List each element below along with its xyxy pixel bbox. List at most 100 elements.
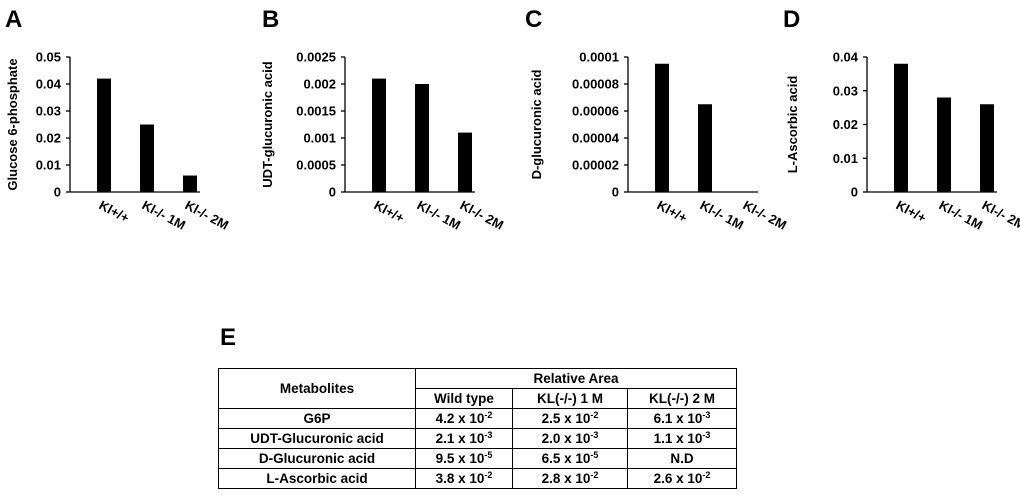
value-exponent: -2: [484, 409, 493, 420]
relative-area-value: 2.1 x 10-3: [415, 428, 513, 449]
x-category-label-b: Kl-/- 2M: [458, 197, 506, 232]
bar-d-2: [980, 104, 994, 192]
table-header-row: Metabolites Relative Area: [218, 368, 737, 409]
x-category-label-c: Kl-/- 2M: [741, 197, 789, 232]
y-tick-label-c: 0.00006: [572, 104, 619, 119]
relative-area-value: 2.8 x 10-2: [512, 468, 628, 489]
value-mantissa: 4.2 x 10: [435, 410, 485, 426]
y-tick-label-a: 0.03: [36, 104, 61, 119]
value-mantissa: 3.8 x 10: [435, 470, 485, 486]
value-exponent: -2: [590, 409, 599, 420]
y-tick-label-c: 0.00008: [572, 77, 619, 92]
metabolite-name: L-Ascorbic acid: [218, 468, 416, 489]
value-exponent: -2: [484, 469, 493, 480]
metabolites-header: Metabolites: [218, 368, 416, 409]
metabolite-name: D-Glucuronic acid: [218, 448, 416, 469]
panel-letter-d: D: [783, 6, 800, 33]
y-tick-label-d: 0.01: [833, 151, 858, 166]
table-body: G6P 4.2 x 10-2 2.5 x 10-2 6.1 x 10-3 UDT-Glu…: [218, 408, 737, 489]
relative-area-value: N.D: [627, 448, 737, 469]
y-tick-label-a: 0.02: [36, 131, 61, 146]
x-category-label-c: Kl+/+: [655, 197, 690, 225]
column-header-wild-type: Wild type: [415, 388, 513, 409]
relative-area-table: Metabolites Relative Area Wild type KL(-…: [218, 368, 737, 489]
value-mantissa: 2.5 x 10: [541, 410, 591, 426]
relative-area-value: 2.6 x 10-2: [627, 468, 737, 489]
y-tick-label-b: 0.002: [303, 77, 336, 92]
y-axis-label-d: L-Ascorbic acid: [785, 76, 800, 174]
y-tick-label-b: 0.0025: [296, 50, 336, 65]
relative-area-header: Relative Area: [415, 368, 737, 389]
bar-a-0: [97, 78, 111, 192]
value-exponent: -3: [484, 429, 493, 440]
y-tick-label-c: 0.00002: [572, 158, 619, 173]
metabolite-name: G6P: [218, 408, 416, 429]
y-tick-label-b: 0.001: [303, 131, 336, 146]
bar-a-1: [140, 124, 154, 192]
y-tick-label-b: 0.0015: [296, 104, 336, 119]
value-exponent: -2: [590, 469, 599, 480]
y-tick-label-a: 0.04: [36, 77, 62, 92]
y-tick-label-c: 0.00004: [572, 131, 620, 146]
x-category-label-a: Kl+/+: [97, 197, 132, 225]
y-tick-label-c: 0: [612, 185, 619, 200]
y-tick-label-b: 0.0005: [296, 158, 336, 173]
value-exponent: -5: [590, 449, 599, 460]
column-header-kl-2m: KL(-/-) 2 M: [627, 388, 737, 409]
y-tick-label-d: 0.03: [833, 83, 858, 98]
y-tick-label-d: 0: [851, 185, 858, 200]
value-exponent: -2: [702, 469, 711, 480]
table-row: L-Ascorbic acid 3.8 x 10-2 2.8 x 10-2 2.6 x…: [218, 468, 737, 489]
bar-c-1: [698, 104, 712, 192]
y-axis-label-c: D-glucuronic acid: [529, 70, 544, 180]
y-axis-label-a: Glucose 6-phosphate: [5, 58, 20, 190]
metabolite-name: UDT-Glucuronic acid: [218, 428, 416, 449]
value-mantissa: 2.0 x 10: [541, 430, 591, 446]
bar-c-0: [655, 63, 669, 192]
x-category-label-a: Kl-/- 2M: [183, 197, 231, 232]
panel-letter-e: E: [220, 324, 237, 351]
x-category-label-d: Kl-/- 2M: [980, 197, 1020, 232]
relative-area-value: 9.5 x 10-5: [415, 448, 513, 469]
relative-area-value: 6.1 x 10-3: [627, 408, 737, 429]
panel-letter-c: C: [525, 6, 542, 33]
relative-area-value: 4.2 x 10-2: [415, 408, 513, 429]
y-tick-label-b: 0: [329, 185, 336, 200]
bar-b-2: [458, 132, 472, 192]
table-row: D-Glucuronic acid 9.5 x 10-5 6.5 x 10-5 N.D: [218, 448, 737, 469]
value-mantissa: 2.6 x 10: [653, 470, 703, 486]
x-category-label-a: Kl-/- 1M: [140, 197, 188, 232]
relative-area-value: 1.1 x 10-3: [627, 428, 737, 449]
bar-d-1: [937, 97, 951, 192]
value-exponent: -5: [484, 449, 493, 460]
charts-area: A Glucose 6-phosphate 0 0.01 0.02 0.03 0.04 0.0…: [5, 6, 1020, 233]
bar-d-0: [894, 63, 908, 192]
bar-b-1: [415, 84, 429, 192]
y-tick-label-c: 0.0001: [579, 50, 619, 65]
value-exponent: -3: [702, 429, 711, 440]
value-exponent: -3: [702, 409, 711, 420]
value-mantissa: N.D: [670, 450, 694, 466]
value-mantissa: 6.5 x 10: [541, 450, 591, 466]
y-axis-label-b: UDT-glucuronic acid: [260, 61, 275, 187]
table-subheader-row: Wild type KL(-/-) 1 M KL(-/-) 2 M: [219, 388, 737, 409]
y-tick-label-a: 0.01: [36, 158, 61, 173]
y-tick-label-d: 0.02: [833, 117, 858, 132]
x-category-label-b: Kl+/+: [372, 197, 407, 225]
table-row: G6P 4.2 x 10-2 2.5 x 10-2 6.1 x 10-3: [218, 408, 737, 429]
x-category-label-d: Kl-/- 1M: [937, 197, 985, 232]
x-category-label-d: Kl+/+: [894, 197, 929, 225]
relative-area-value: 2.5 x 10-2: [512, 408, 628, 429]
y-tick-label-a: 0.05: [36, 50, 61, 65]
y-tick-label-d: 0.04: [833, 50, 859, 65]
column-header-kl-1m: KL(-/-) 1 M: [512, 388, 628, 409]
relative-area-value: 3.8 x 10-2: [415, 468, 513, 489]
relative-area-value: 6.5 x 10-5: [512, 448, 628, 469]
value-mantissa: 2.1 x 10: [435, 430, 485, 446]
table-row: UDT-Glucuronic acid 2.1 x 10-3 2.0 x 10-3 1…: [218, 428, 737, 449]
panel-letter-b: B: [262, 6, 279, 33]
y-tick-label-a: 0: [54, 185, 61, 200]
value-mantissa: 2.8 x 10: [541, 470, 591, 486]
bar-b-0: [372, 78, 386, 192]
value-mantissa: 1.1 x 10: [653, 430, 703, 446]
